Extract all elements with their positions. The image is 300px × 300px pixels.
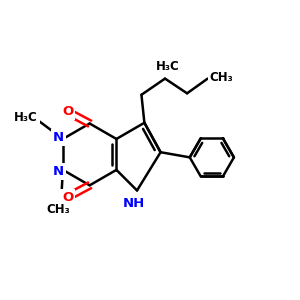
Text: O: O xyxy=(62,190,73,204)
Text: NH: NH xyxy=(123,197,145,210)
Text: CH₃: CH₃ xyxy=(210,70,233,84)
Text: N: N xyxy=(53,131,64,144)
Text: H₃C: H₃C xyxy=(156,60,180,73)
Text: N: N xyxy=(53,165,64,178)
Text: O: O xyxy=(62,105,73,118)
Text: H₃C: H₃C xyxy=(14,111,38,124)
Text: CH₃: CH₃ xyxy=(46,203,70,216)
